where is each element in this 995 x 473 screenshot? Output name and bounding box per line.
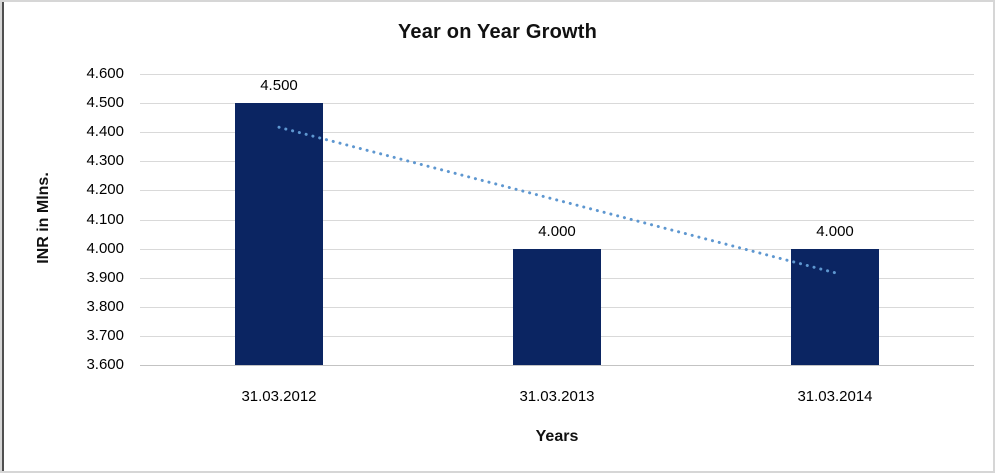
x-category-label: 31.03.2013 <box>519 388 595 405</box>
trendline <box>277 125 837 275</box>
bar-data-label: 4.500 <box>260 77 298 95</box>
plot-area <box>140 74 974 366</box>
gridline <box>140 74 974 75</box>
bar-31.03.2013 <box>513 248 601 365</box>
y-tick-label: 3.900 <box>86 268 124 286</box>
x-category-label: 31.03.2014 <box>797 388 873 405</box>
bar-data-label: 4.000 <box>538 222 576 240</box>
x-category-label: 31.03.2012 <box>241 388 317 405</box>
y-tick-label: 4.200 <box>86 181 124 199</box>
y-tick-label: 4.100 <box>86 210 124 228</box>
gridline <box>140 103 974 105</box>
y-tick-label: 4.500 <box>86 94 124 112</box>
gridline <box>140 190 974 192</box>
y-tick-label: 3.700 <box>86 326 124 344</box>
y-tick-label: 4.300 <box>86 152 124 170</box>
y-axis-title: INR in Mlns. <box>35 172 52 264</box>
gridline <box>140 219 974 221</box>
y-tick-label: 3.800 <box>86 297 124 315</box>
y-tick-label: 3.600 <box>86 356 124 373</box>
y-tick-label: 4.000 <box>86 239 124 257</box>
bar-data-label: 4.000 <box>816 222 854 240</box>
y-tick-label: 4.600 <box>86 65 124 82</box>
trendline-path <box>277 125 837 275</box>
gridline <box>140 365 974 366</box>
chart-title: Year on Year Growth <box>397 21 598 43</box>
bar-31.03.2014 <box>791 248 879 365</box>
y-tick-label: 4.400 <box>86 123 124 141</box>
bar-31.03.2012 <box>235 103 323 365</box>
gridline <box>140 132 974 134</box>
x-axis-title: Years <box>535 428 579 445</box>
gridline <box>140 161 974 163</box>
